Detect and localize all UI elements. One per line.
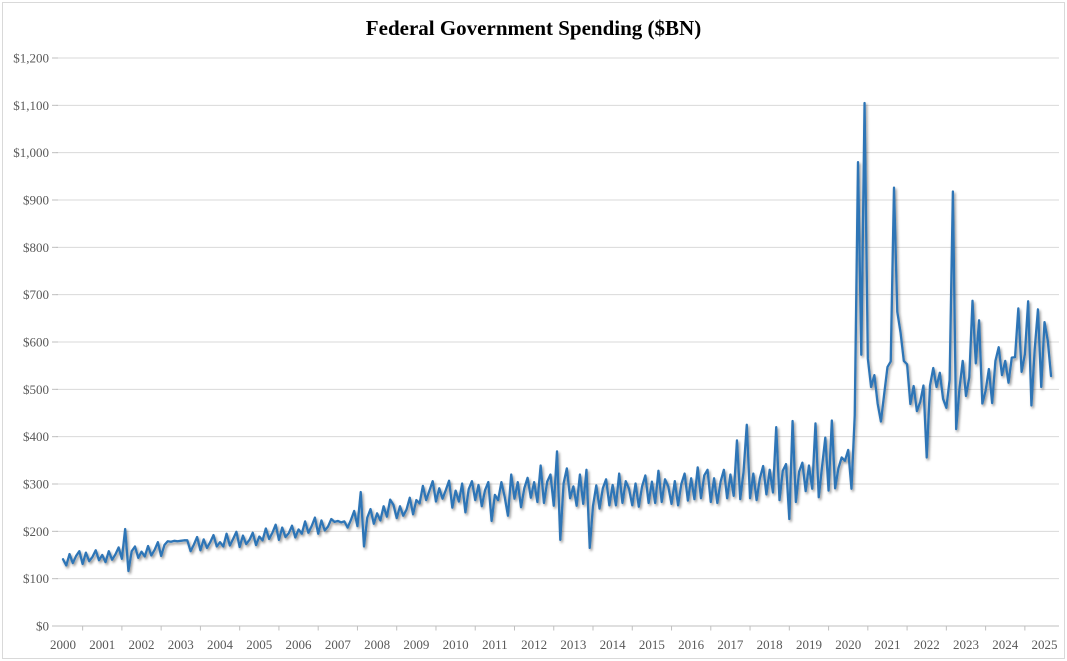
x-axis-label: 2001 xyxy=(89,637,115,652)
x-axis-label: 2011 xyxy=(482,637,508,652)
chart-title: Federal Government Spending ($BN) xyxy=(365,16,702,40)
x-axis-label: 2019 xyxy=(796,637,822,652)
x-axis-label: 2021 xyxy=(874,637,900,652)
y-axis-label: $200 xyxy=(23,524,49,539)
x-axis-label: 2000 xyxy=(50,637,76,652)
x-axis-label: 2002 xyxy=(129,637,155,652)
x-axis-label: 2018 xyxy=(757,637,783,652)
x-axis-label: 2022 xyxy=(914,637,940,652)
x-axis-label: 2009 xyxy=(403,637,429,652)
x-axis-label: 2025 xyxy=(1032,637,1058,652)
x-axis-label: 2007 xyxy=(325,637,352,652)
x-axis-label: 2010 xyxy=(443,637,469,652)
y-axis-label: $900 xyxy=(23,193,49,208)
x-axis-label: 2020 xyxy=(835,637,861,652)
y-axis-label: $1,200 xyxy=(13,51,49,66)
y-axis-label: $100 xyxy=(23,571,49,586)
x-axis-label: 2013 xyxy=(560,637,586,652)
x-axis-label: 2015 xyxy=(639,637,665,652)
x-axis-label: 2005 xyxy=(246,637,272,652)
y-axis-label: $800 xyxy=(23,240,49,255)
x-axis-label: 2006 xyxy=(286,637,313,652)
x-axis-label: 2023 xyxy=(953,637,979,652)
y-axis-label: $300 xyxy=(23,477,49,492)
y-axis-label: $400 xyxy=(23,429,49,444)
y-axis-label: $500 xyxy=(23,382,49,397)
x-axis-label: 2016 xyxy=(678,637,705,652)
y-axis-label: $1,100 xyxy=(13,98,49,113)
y-axis-label: $600 xyxy=(23,335,49,350)
x-axis-label: 2008 xyxy=(364,637,390,652)
x-axis-label: 2024 xyxy=(992,637,1019,652)
x-axis-label: 2003 xyxy=(168,637,194,652)
spending-series-line xyxy=(61,101,1053,573)
x-axis-label: 2014 xyxy=(600,637,627,652)
x-axis-label: 2012 xyxy=(521,637,547,652)
y-axis-label: $700 xyxy=(23,287,49,302)
y-axis-label: $0 xyxy=(36,619,49,634)
y-axis-label: $1,000 xyxy=(13,145,49,160)
x-axis-label: 2017 xyxy=(717,637,744,652)
x-axis-label: 2004 xyxy=(207,637,234,652)
